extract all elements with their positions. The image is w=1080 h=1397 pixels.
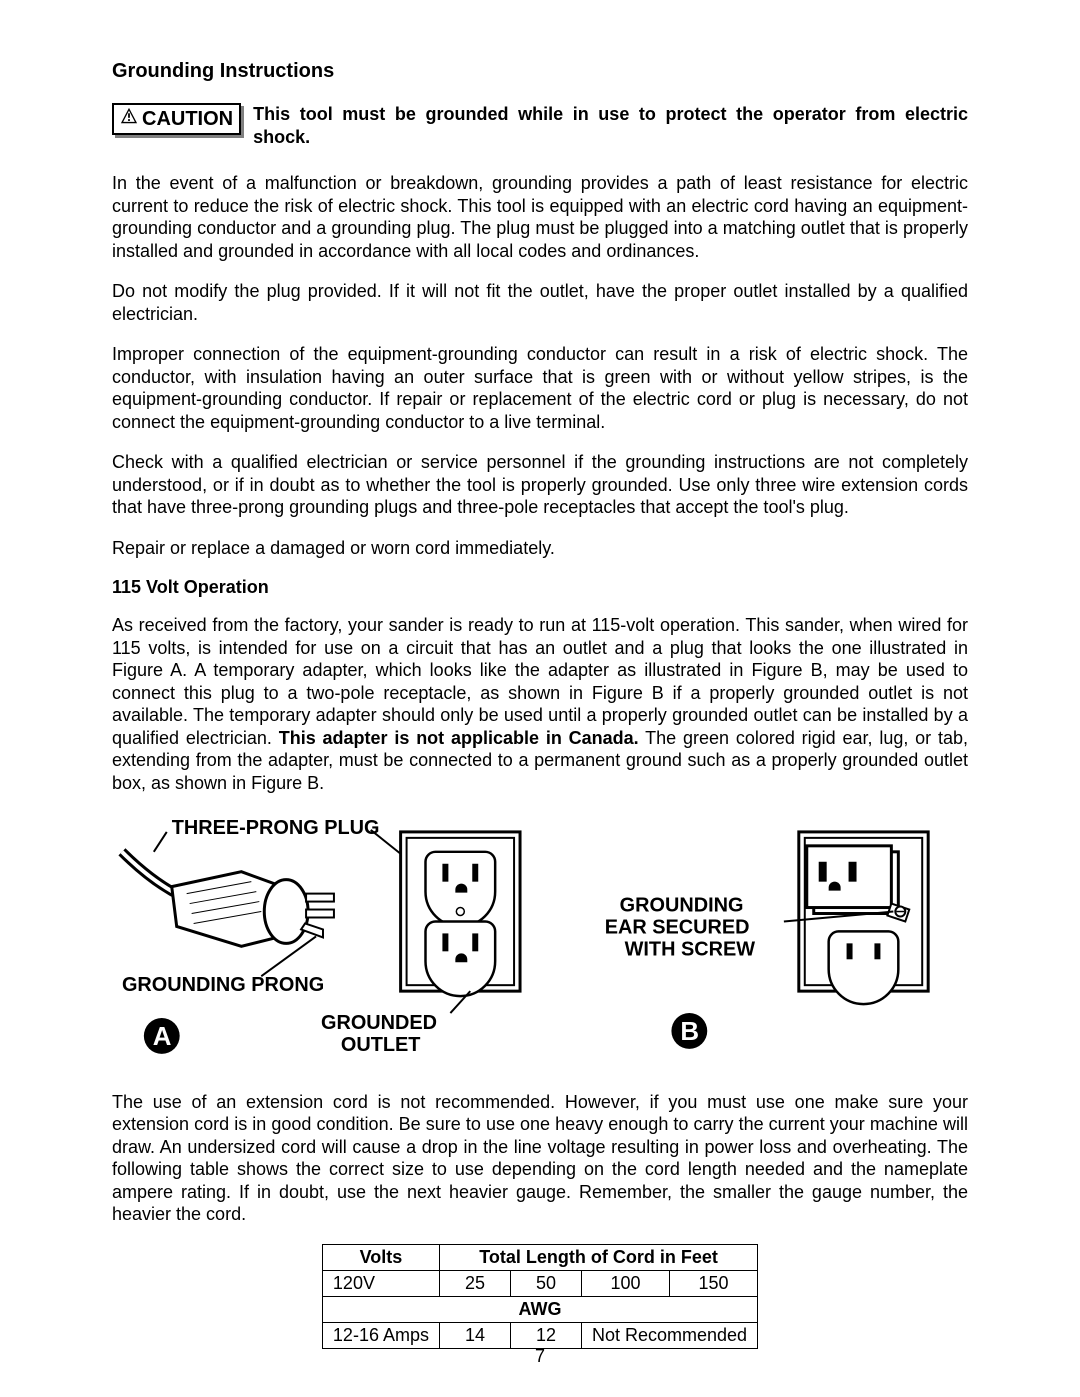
caution-block: CAUTION This tool must be grounded while… [112,103,968,148]
paragraph: Do not modify the plug provided. If it w… [112,280,968,325]
table-row: AWG [322,1296,757,1322]
figure-row: THREE-PRONG PLUG [112,812,968,1071]
td-length: 50 [510,1270,581,1296]
figure-letter: A [153,1023,172,1051]
paragraph: In the event of a malfunction or breakdo… [112,172,968,262]
td-length: 25 [439,1270,510,1296]
table-row: Volts Total Length of Cord in Feet [322,1244,757,1270]
td-awg: 14 [439,1322,510,1348]
caution-box: CAUTION [112,103,241,135]
paragraph: Check with a qualified electrician or se… [112,451,968,519]
figure-label: WITH SCREW [625,938,756,960]
cord-table-wrap: Volts Total Length of Cord in Feet 120V … [112,1244,968,1349]
th-length: Total Length of Cord in Feet [439,1244,757,1270]
th-volts: Volts [322,1244,439,1270]
page-number: 7 [0,1346,1080,1367]
figure-label: THREE-PRONG PLUG [172,817,380,839]
td-voltage: 120V [322,1270,439,1296]
subsection-title: 115 Volt Operation [112,577,968,598]
paragraph: Repair or replace a damaged or worn cord… [112,537,968,560]
figure-label: GROUNDING PRONG [122,974,324,996]
caution-label: CAUTION [142,108,233,131]
paragraph: Improper connection of the equipment-gro… [112,343,968,433]
figure-label: OUTLET [341,1034,421,1056]
figure-b: GROUNDING EAR SECURED WITH SCREW B [550,812,968,1071]
figure-label: EAR SECURED [605,916,750,938]
paragraph: The use of an extension cord is not reco… [112,1091,968,1226]
manual-page: Grounding Instructions CAUTION This tool… [0,0,1080,1389]
figure-a: THREE-PRONG PLUG [112,812,530,1071]
caution-text: This tool must be grounded while in use … [253,103,968,148]
table-row: 12-16 Amps 14 12 Not Recommended [322,1322,757,1348]
figure-label: GROUNDING [620,895,744,917]
section-title: Grounding Instructions [112,60,968,83]
td-length: 100 [581,1270,669,1296]
figure-label: GROUNDED [321,1012,437,1034]
td-length: 150 [670,1270,758,1296]
td-amps: 12-16 Amps [322,1322,439,1348]
table-row: 120V 25 50 100 150 [322,1270,757,1296]
warning-icon [120,107,138,131]
figure-letter: B [680,1018,699,1046]
td-notrec: Not Recommended [581,1322,757,1348]
td-awg: 12 [510,1322,581,1348]
bold-text: This adapter is not applicable in Canada… [279,728,639,748]
th-awg: AWG [322,1296,757,1322]
paragraph: As received from the factory, your sande… [112,614,968,794]
cord-table: Volts Total Length of Cord in Feet 120V … [322,1244,758,1349]
